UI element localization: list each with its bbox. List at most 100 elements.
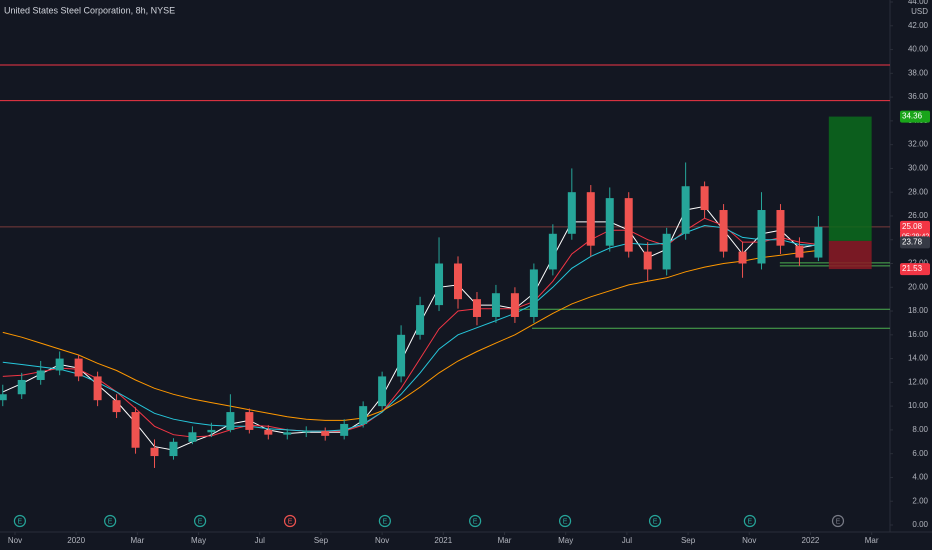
event-icon <box>378 514 391 528</box>
x-tick-label: May <box>558 536 573 545</box>
candle-body <box>169 441 178 457</box>
y-tick-label: 36.00 <box>908 92 929 101</box>
moving-average <box>2 224 819 432</box>
y-tick-label: 40.00 <box>908 45 929 54</box>
x-tick-label: 2022 <box>802 536 820 545</box>
x-tick-label: Nov <box>742 536 756 545</box>
price-badge <box>900 220 930 233</box>
x-tick-label: Nov <box>375 536 389 545</box>
candle-body <box>264 429 273 435</box>
event-icon <box>648 514 662 528</box>
x-tick-label: 2021 <box>434 536 452 545</box>
candle-body <box>757 210 766 264</box>
y-tick-label: 0.00 <box>912 520 928 529</box>
candle-body <box>302 431 311 433</box>
event-icon <box>831 514 845 528</box>
candle-body <box>283 432 292 435</box>
candle-body <box>93 376 102 401</box>
candle-body <box>795 245 804 258</box>
y-tick-label: 26.00 <box>908 211 929 220</box>
event-icon <box>469 514 482 528</box>
target-zone <box>828 116 872 241</box>
y-tick-label: 44.00 <box>908 0 929 6</box>
event-icon <box>283 514 297 528</box>
y-tick-label: 12.00 <box>908 377 929 386</box>
candle-body <box>378 376 387 407</box>
candle-body <box>586 192 595 246</box>
candle-body <box>624 198 633 252</box>
candle-body <box>662 233 671 270</box>
candle-body <box>321 431 330 436</box>
x-tick-label: Mar <box>865 536 879 545</box>
y-tick-label: 28.00 <box>908 187 929 196</box>
candle-body <box>491 293 500 317</box>
candle-body <box>55 358 64 371</box>
event-icon <box>13 514 26 528</box>
candle-body <box>112 400 121 413</box>
candle-body <box>700 186 709 211</box>
x-tick-label: Nov <box>8 536 22 545</box>
event-label: E <box>288 518 293 525</box>
y-tick-label: 20.00 <box>908 282 929 291</box>
candle-body <box>416 305 425 335</box>
y-tick-label: 18.00 <box>908 306 929 315</box>
candle-body <box>188 432 197 442</box>
event-label: E <box>383 518 388 525</box>
x-tick-label: Sep <box>681 536 696 545</box>
event-label: E <box>108 518 113 525</box>
candle-body <box>150 447 159 457</box>
event-label: E <box>473 518 478 525</box>
y-tick-label: 38.00 <box>908 68 929 77</box>
candle-body <box>226 412 235 430</box>
x-tick-label: Jul <box>622 536 632 545</box>
candle-body <box>738 251 747 264</box>
candle-body <box>643 251 652 270</box>
candle-body <box>359 406 368 424</box>
x-tick-label: May <box>191 536 206 545</box>
candle-body <box>17 379 26 395</box>
x-tick-label: Jul <box>255 536 265 545</box>
event-label: E <box>748 518 753 525</box>
candle-body <box>0 394 7 401</box>
x-tick-label: Sep <box>314 536 329 545</box>
event-icon <box>558 514 572 528</box>
candle-body <box>605 198 614 246</box>
candle-body <box>776 210 785 246</box>
candle-body <box>435 263 444 306</box>
price-badge <box>900 110 930 123</box>
price-badge-label: 23.78 <box>902 237 923 246</box>
y-tick-label: 6.00 <box>912 449 928 458</box>
candle-body <box>207 429 216 433</box>
candle-body <box>131 412 140 448</box>
event-icon <box>193 514 207 528</box>
stop-zone <box>828 240 872 270</box>
y-tick-label: 2.00 <box>912 496 928 505</box>
event-label: E <box>836 518 841 525</box>
y-tick-label: 42.00 <box>908 21 929 30</box>
x-tick-label: Mar <box>498 536 512 545</box>
y-tick-label: 32.00 <box>908 140 929 149</box>
y-tick-label: 10.00 <box>908 401 929 410</box>
price-badge-label: 21.53 <box>902 264 923 273</box>
candle-body <box>397 334 406 377</box>
event-icon <box>743 514 756 528</box>
chart-title: United States Steel Corporation, 8h, NYS… <box>4 5 175 15</box>
candle-body <box>548 233 557 270</box>
candle-body <box>74 358 83 377</box>
candle-body <box>719 210 728 252</box>
x-tick-label: 2020 <box>67 536 85 545</box>
candle-body <box>529 269 538 317</box>
candle-body <box>245 412 254 430</box>
price-badge <box>900 263 930 276</box>
currency: USD <box>911 7 928 16</box>
event-icon <box>104 514 117 528</box>
event-label: E <box>563 518 568 525</box>
price-badge-label: 25.08 <box>902 222 923 231</box>
candle-body <box>36 370 45 380</box>
price-badge <box>900 236 930 249</box>
y-tick-label: 8.00 <box>912 425 928 434</box>
candle-body <box>472 299 481 317</box>
price-badge-label: 34.36 <box>902 112 923 121</box>
candle-body <box>340 423 349 436</box>
event-label: E <box>18 518 23 525</box>
